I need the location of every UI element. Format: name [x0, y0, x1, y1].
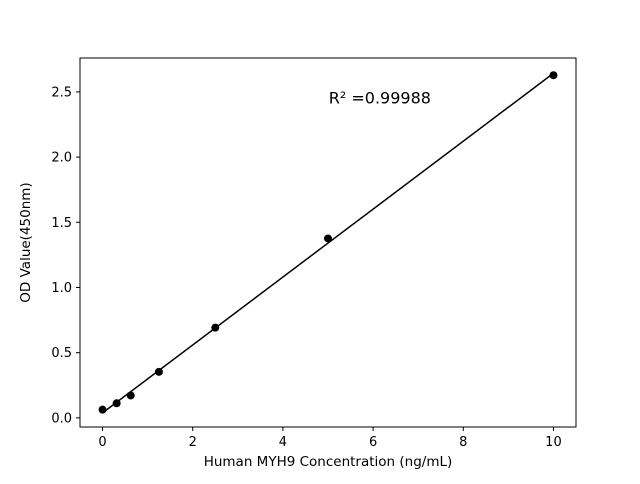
- data-point: [324, 234, 332, 243]
- x-tick-label: 4: [279, 435, 287, 450]
- data-point: [112, 399, 121, 408]
- data-point: [211, 323, 220, 332]
- y-tick-label: 0.0: [51, 411, 72, 426]
- data-point: [98, 405, 107, 414]
- data-point: [126, 391, 135, 400]
- r-squared-annotation: R² =0.99988: [329, 89, 431, 108]
- y-tick-label: 1.5: [51, 216, 72, 231]
- data-point: [154, 367, 163, 376]
- x-tick-label: 8: [459, 435, 467, 450]
- fit-line: [102, 72, 554, 414]
- y-tick-label: 2.0: [51, 151, 72, 166]
- x-tick-label: 0: [98, 435, 106, 450]
- x-axis-label: Human MYH9 Concentration (ng/mL): [204, 454, 453, 470]
- x-tick-label: 6: [369, 435, 377, 450]
- data-point: [549, 71, 558, 80]
- x-tick-label: 2: [189, 435, 197, 450]
- x-tick-label: 10: [545, 435, 562, 450]
- y-tick-label: 2.5: [51, 85, 72, 100]
- y-axis-label: OD Value(450nm): [18, 182, 34, 302]
- y-tick-label: 1.0: [51, 281, 72, 296]
- y-tick-label: 0.5: [51, 346, 72, 361]
- axes-spines: [79, 57, 577, 428]
